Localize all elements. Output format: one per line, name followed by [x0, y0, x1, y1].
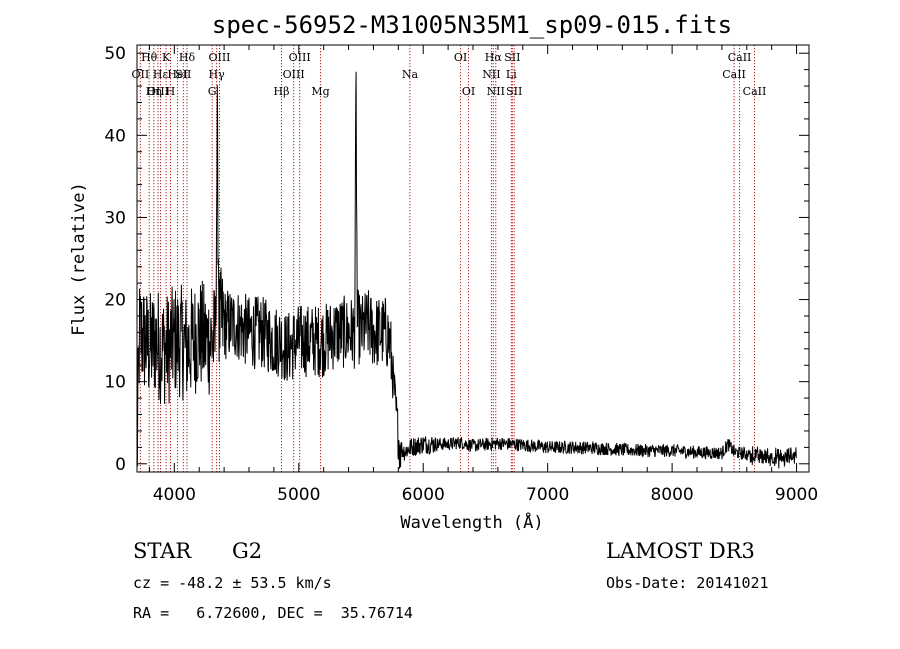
spectral-line-labels: Hθ OII OIII Hε K H HeI Hη Hδ SII OIII Hγ G Hβ OIII OIII… [132, 51, 767, 98]
spectral-line-label: Hγ [209, 68, 226, 81]
spectral-line-label: Mg [311, 85, 329, 98]
spectral-line-label: NII [487, 85, 505, 98]
spectral-line-label: SII [504, 51, 520, 64]
spectral-line-label: CaII [728, 51, 752, 64]
y-tick-label: 20 [104, 291, 126, 311]
spectral-line-label: OI [462, 85, 475, 98]
y-axis-label: Flux (relative) [69, 182, 89, 336]
spectral-line-label: H [166, 85, 176, 98]
spectral-line-label: OIII [147, 85, 169, 98]
y-tick-label: 0 [115, 455, 126, 475]
survey-name: LAMOST DR3 [606, 539, 755, 563]
x-tick-label: 8000 [650, 485, 693, 505]
y-tick-label: 50 [104, 44, 126, 64]
axis-ticks: 4000 5000 6000 7000 8000 9000 0 10 20 30 40 50 [104, 44, 818, 505]
redshift-info: cz = -48.2 ± 53.5 km/s [133, 574, 332, 592]
object-subclass: G2 [232, 539, 263, 563]
spectral-line-label: OII [132, 68, 150, 81]
spectral-line-label: Hη [146, 85, 162, 98]
spectral-line-label: HeI [167, 68, 187, 81]
spectral-line-label: Hδ [179, 51, 196, 64]
spectral-line-label: SII [175, 68, 191, 81]
spectral-lines-layer [139, 45, 755, 472]
spectral-line-label: CaII [743, 85, 767, 98]
observation-date: Obs-Date: 20141021 [606, 574, 769, 592]
x-axis-label: Wavelength (Å) [400, 511, 543, 533]
y-tick-label: 40 [104, 126, 126, 146]
spectral-line-label: K [162, 51, 171, 64]
coordinates: RA = 6.72600, DEC = 35.76714 [133, 604, 413, 622]
y-tick-label: 30 [104, 208, 126, 228]
spectral-line-label: SII [506, 85, 522, 98]
spectral-line-label: Hθ [141, 51, 158, 64]
spectral-line-label: Na [402, 68, 419, 81]
x-tick-label: 6000 [402, 485, 445, 505]
spectral-line-label: Hε [153, 68, 169, 81]
spectral-line-label: OIII [208, 51, 230, 64]
spectral-line-label: CaII [722, 68, 746, 81]
spectral-line-label: OI [454, 51, 467, 64]
spectral-line-label: NII [482, 68, 500, 81]
x-tick-label: 9000 [775, 485, 818, 505]
plot-frame [136, 44, 810, 473]
x-tick-label: 5000 [277, 485, 320, 505]
chart-title: spec-56952-M31005N35M1_sp09-015.fits [212, 11, 732, 39]
object-type: STAR [133, 539, 192, 563]
x-tick-label: 7000 [526, 485, 569, 505]
spectral-line-label: Hα [485, 51, 503, 64]
spectral-line-label: Hβ [274, 85, 290, 98]
x-tick-label: 4000 [153, 485, 196, 505]
spectral-line-label: OIII [283, 68, 305, 81]
spectrum-series [136, 71, 797, 469]
spectral-line-label: OIII [289, 51, 311, 64]
spectral-line-label: Li [506, 68, 517, 81]
spectral-line-label: G [208, 85, 217, 98]
y-tick-label: 10 [104, 373, 126, 393]
